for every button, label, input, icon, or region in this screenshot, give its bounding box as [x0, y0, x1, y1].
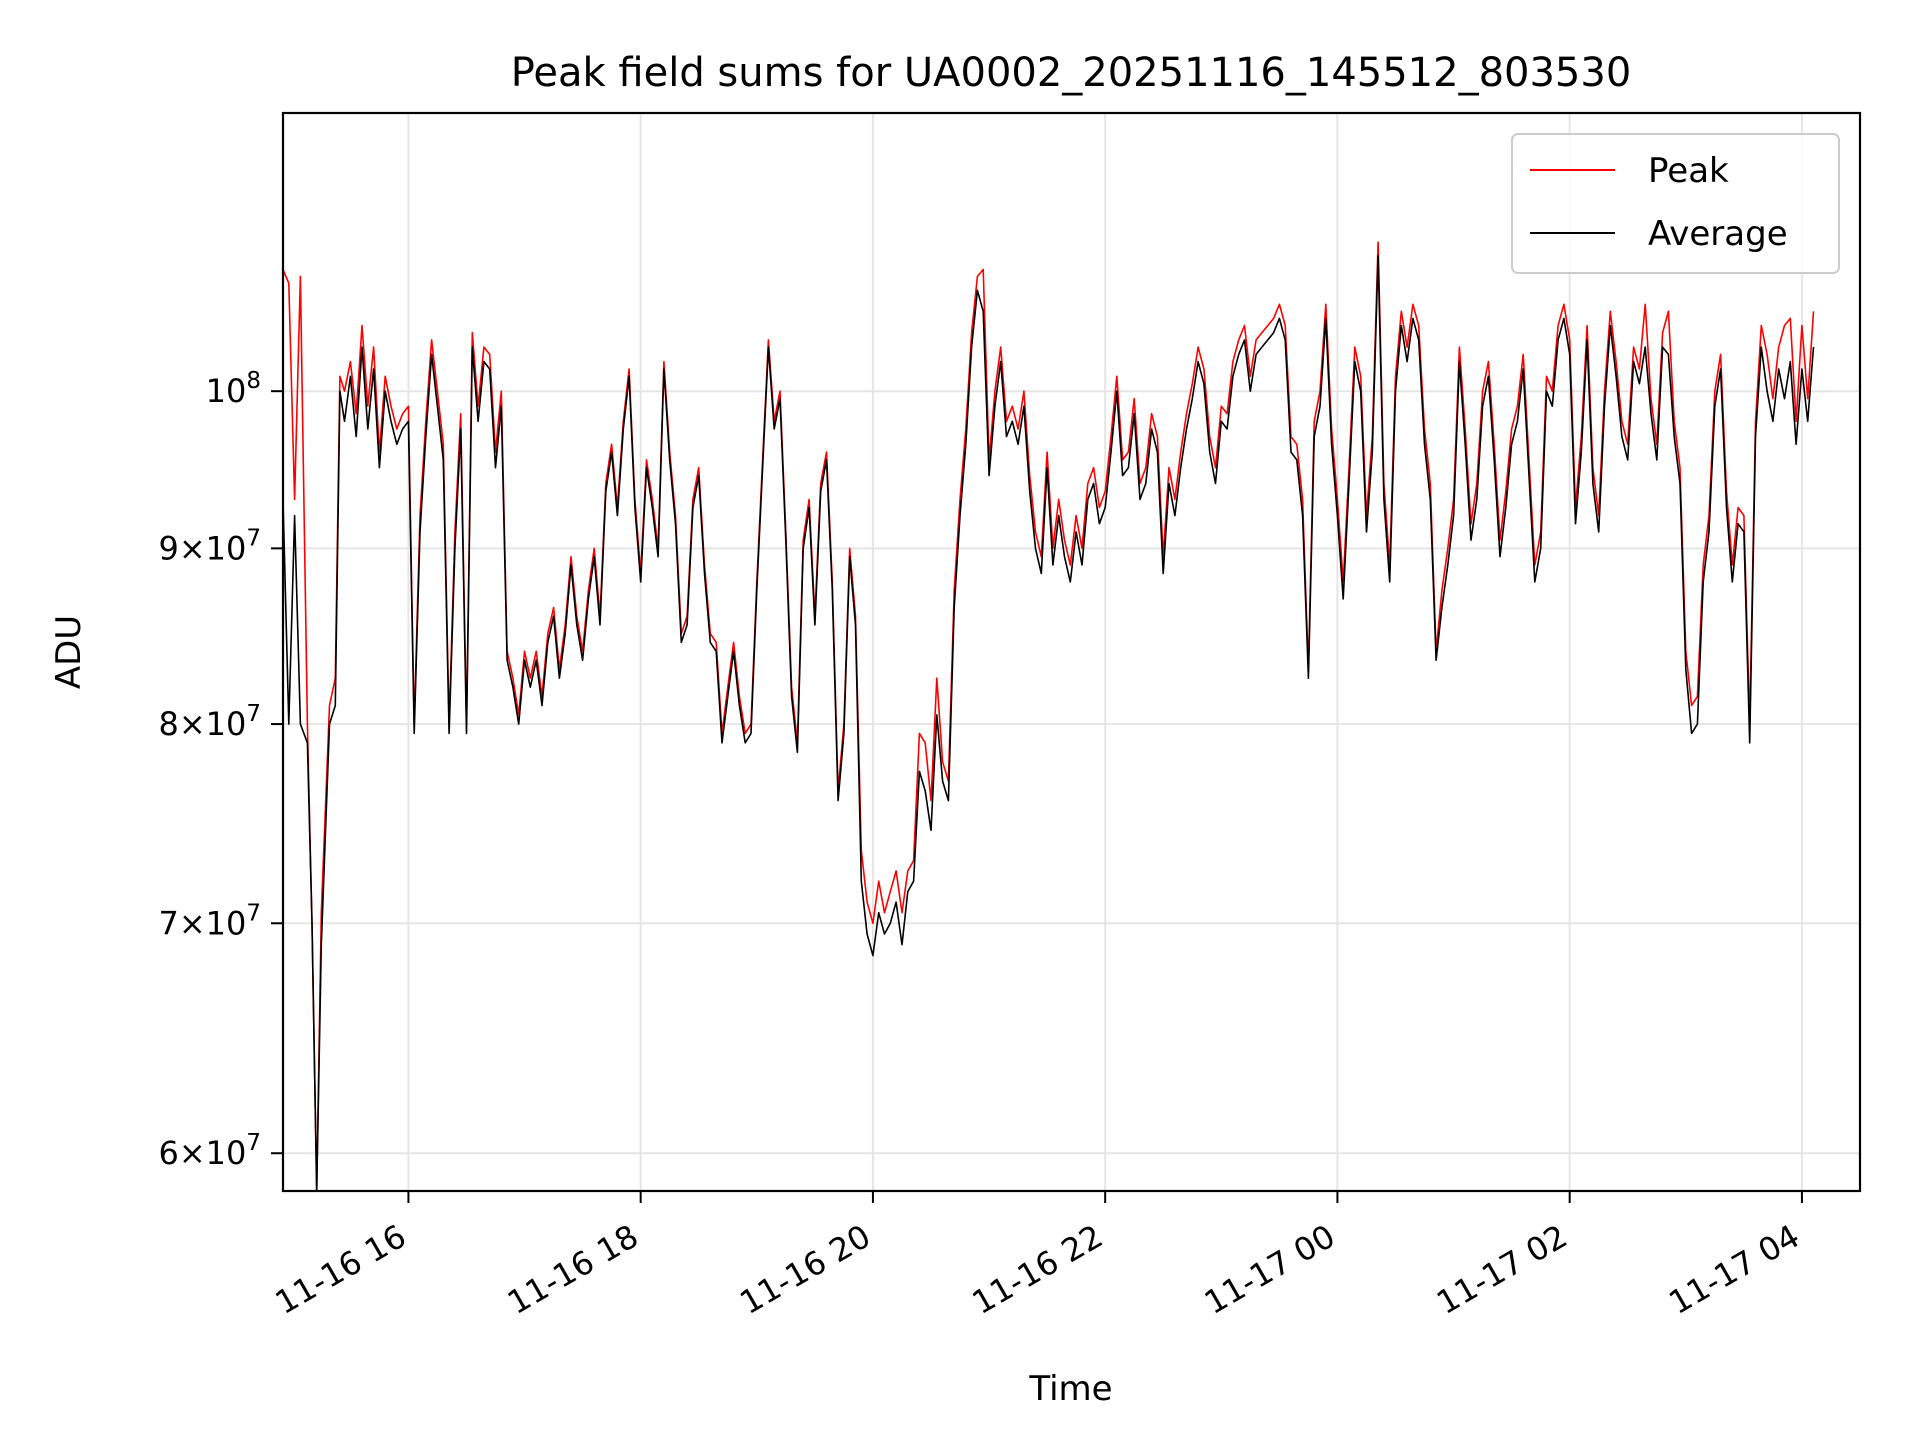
- y-axis-ticks: 6×107 7×107 8×107 9×107 108: [158, 368, 283, 1172]
- series-layer: [283, 241, 1815, 1191]
- y-tick-label: 108: [206, 368, 261, 410]
- chart-title: Peak field sums for UA0002_20251116_1455…: [511, 50, 1632, 96]
- legend-peak-label: Peak: [1648, 151, 1729, 191]
- legend: Peak Average: [1511, 133, 1840, 274]
- series-average-line: [283, 255, 1815, 1191]
- legend-average-label: Average: [1648, 214, 1788, 254]
- series-peak-line: [283, 241, 1815, 1191]
- y-axis-label: ADU: [49, 615, 89, 689]
- y-tick-label: 9×107: [158, 525, 261, 567]
- y-tick-label: 8×107: [158, 701, 261, 743]
- y-tick-label: 7×107: [158, 900, 261, 942]
- legend-box: [1511, 133, 1840, 274]
- x-axis-label: Time: [1028, 1369, 1112, 1409]
- y-tick-label: 6×107: [158, 1130, 261, 1172]
- plot-frame: [281, 111, 1862, 1193]
